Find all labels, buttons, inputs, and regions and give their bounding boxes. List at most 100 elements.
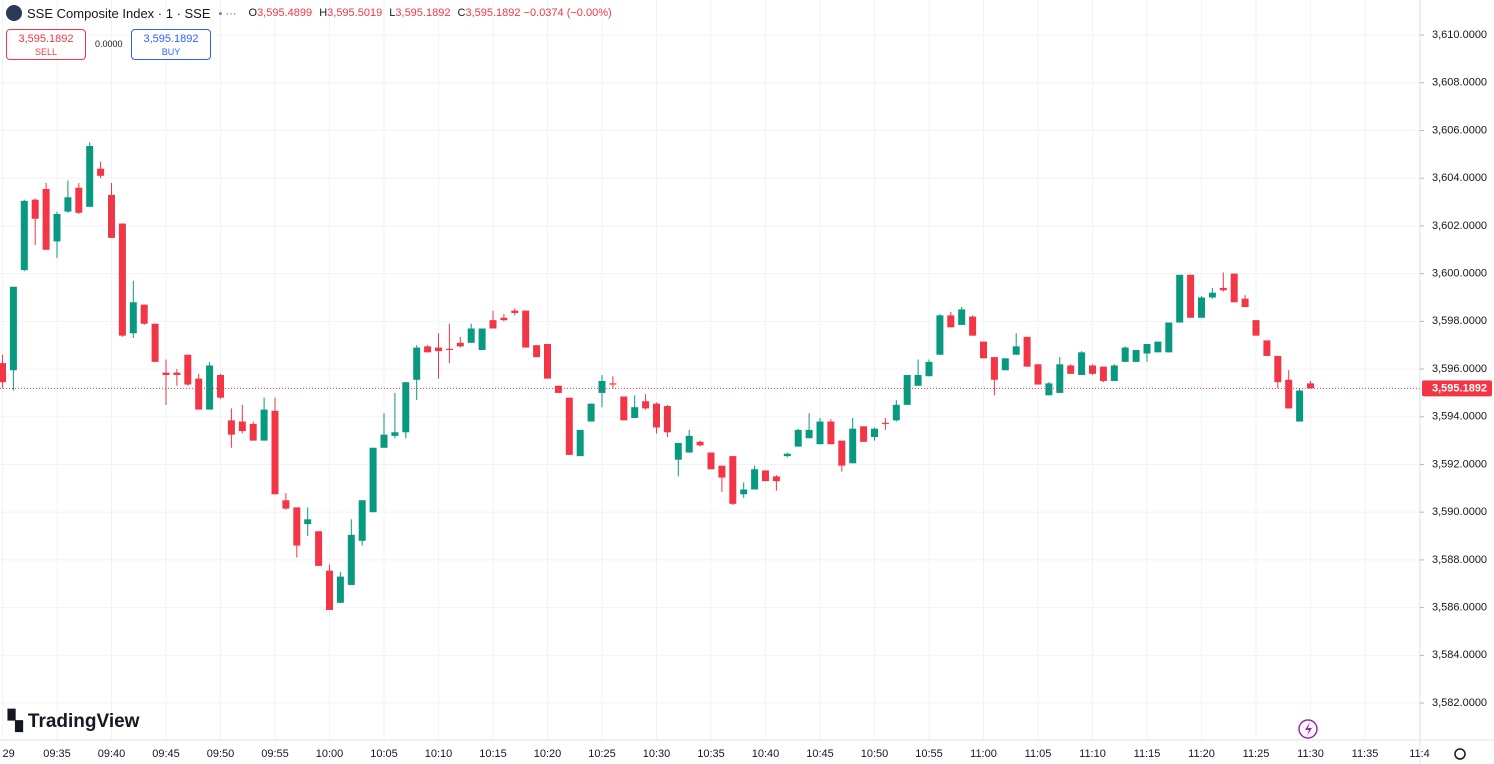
candle-body	[162, 372, 170, 376]
x-tick-label: 10:10	[425, 748, 453, 760]
candle-body	[249, 423, 257, 441]
candle-body	[936, 315, 944, 355]
last-price-tag	[1422, 380, 1492, 397]
candle-body	[282, 500, 290, 509]
candle-body	[674, 442, 682, 460]
x-tick-label: 11:05	[1025, 748, 1052, 760]
candle-body	[369, 447, 377, 513]
symbol-logo	[6, 5, 22, 21]
x-tick-label: 09:55	[261, 748, 289, 760]
candle-body	[554, 385, 562, 393]
candle-body	[1252, 320, 1260, 336]
candle-body	[86, 145, 94, 207]
candle-body	[642, 401, 650, 409]
x-tick-label: 10:55	[915, 748, 943, 760]
x-tick-label: 09:50	[207, 748, 235, 760]
candle-body	[195, 378, 203, 410]
ohlc-key: L	[389, 7, 396, 19]
ohlc-value: 3,595.4899	[257, 7, 313, 19]
candles	[0, 142, 1420, 610]
candle-body	[489, 320, 497, 329]
candle-body	[565, 397, 573, 455]
candle-body	[751, 469, 759, 490]
sell-button[interactable]: 3,595.1892 SELL	[6, 29, 86, 60]
y-tick-label: 3,602.0000	[1432, 220, 1487, 232]
y-tick-label: 3,610.0000	[1432, 29, 1487, 41]
candle-body	[129, 302, 137, 334]
x-tick-label: 11:4	[1409, 748, 1430, 760]
candle-body	[1089, 365, 1096, 374]
candle-body	[304, 519, 312, 525]
candle-body	[544, 343, 551, 379]
lightning-icon[interactable]	[1298, 719, 1318, 739]
candle-body	[53, 213, 61, 242]
candle-body	[958, 309, 966, 325]
candle-body	[620, 396, 628, 421]
grid	[0, 0, 1420, 740]
candle-body	[914, 375, 922, 386]
candle-body	[413, 347, 421, 380]
candle-body	[260, 409, 268, 441]
candle-body	[347, 534, 355, 585]
candle-body	[1012, 346, 1020, 355]
candle-body	[336, 576, 344, 603]
candle-body	[456, 342, 464, 347]
candle-body	[762, 470, 769, 482]
candle-body	[980, 341, 987, 359]
candle-body	[805, 429, 813, 439]
candle-body	[609, 383, 617, 385]
x-tick-label: 11:35	[1352, 748, 1379, 760]
candle-body	[0, 363, 6, 383]
menu-icons[interactable]: ▪ ⋯	[218, 7, 237, 20]
candle-body	[772, 476, 780, 482]
candle-body	[108, 194, 115, 238]
candle-body	[293, 507, 301, 546]
y-tick-label: 3,600.0000	[1432, 268, 1487, 280]
x-tick-label: 11:20	[1188, 748, 1215, 760]
candle-body	[238, 421, 246, 432]
x-tick-label: 10:25	[588, 748, 616, 760]
x-tick-label: 10:15	[479, 748, 507, 760]
buy-button[interactable]: 3,595.1892 BUY	[131, 29, 211, 60]
x-tick-label: 10:45	[806, 748, 834, 760]
candle-body	[598, 380, 606, 393]
candle-body	[718, 465, 726, 478]
candle-body	[467, 328, 475, 343]
x-tick-label: 11:00	[970, 748, 997, 760]
header: SSE Composite Index · 1 · SSE ▪ ⋯ O3,595…	[6, 5, 612, 21]
watermark-text: TradingView	[27, 711, 140, 732]
watermark[interactable]: ▚ TradingView	[8, 711, 140, 732]
x-tick-label: 10:00	[316, 748, 344, 760]
sell-price: 3,595.1892	[18, 33, 74, 45]
candle-body	[663, 406, 671, 433]
candle-body	[587, 403, 595, 422]
ohlc-value: 3,595.1892	[465, 7, 521, 19]
candle-body	[1143, 343, 1151, 354]
candle-body	[500, 317, 508, 321]
y-tick-label: 3,608.0000	[1432, 77, 1487, 89]
candle-body	[1274, 355, 1282, 383]
ohlc-key: H	[319, 7, 328, 19]
candle-body	[42, 188, 50, 250]
x-tick-label: 10:50	[861, 748, 889, 760]
x-tick-label: 09:35	[43, 748, 71, 760]
candle-body	[64, 197, 72, 212]
candle-body	[1154, 341, 1162, 353]
candle-body	[522, 310, 530, 348]
y-tick-label: 3,606.0000	[1432, 124, 1487, 136]
x-tick-label: 11:10	[1079, 748, 1106, 760]
candle-body	[1110, 365, 1118, 381]
x-tick-label: 11:30	[1297, 748, 1324, 760]
candle-body	[631, 407, 639, 418]
ohlc-legend: O3,595.4899 H3,595.5019 L3,595.1892 C3,5…	[245, 7, 612, 19]
candle-body	[1067, 365, 1075, 374]
last-price-label: 3,595.1892	[1432, 382, 1487, 394]
ohlc-value: 3,595.1892	[395, 7, 451, 19]
candle-body	[653, 403, 660, 428]
candle-body	[31, 199, 39, 219]
settings-icon[interactable]	[1454, 748, 1466, 760]
candle-body	[729, 456, 737, 504]
symbol-title[interactable]: SSE Composite Index · 1 · SSE	[27, 5, 211, 21]
candle-body	[1307, 383, 1314, 389]
